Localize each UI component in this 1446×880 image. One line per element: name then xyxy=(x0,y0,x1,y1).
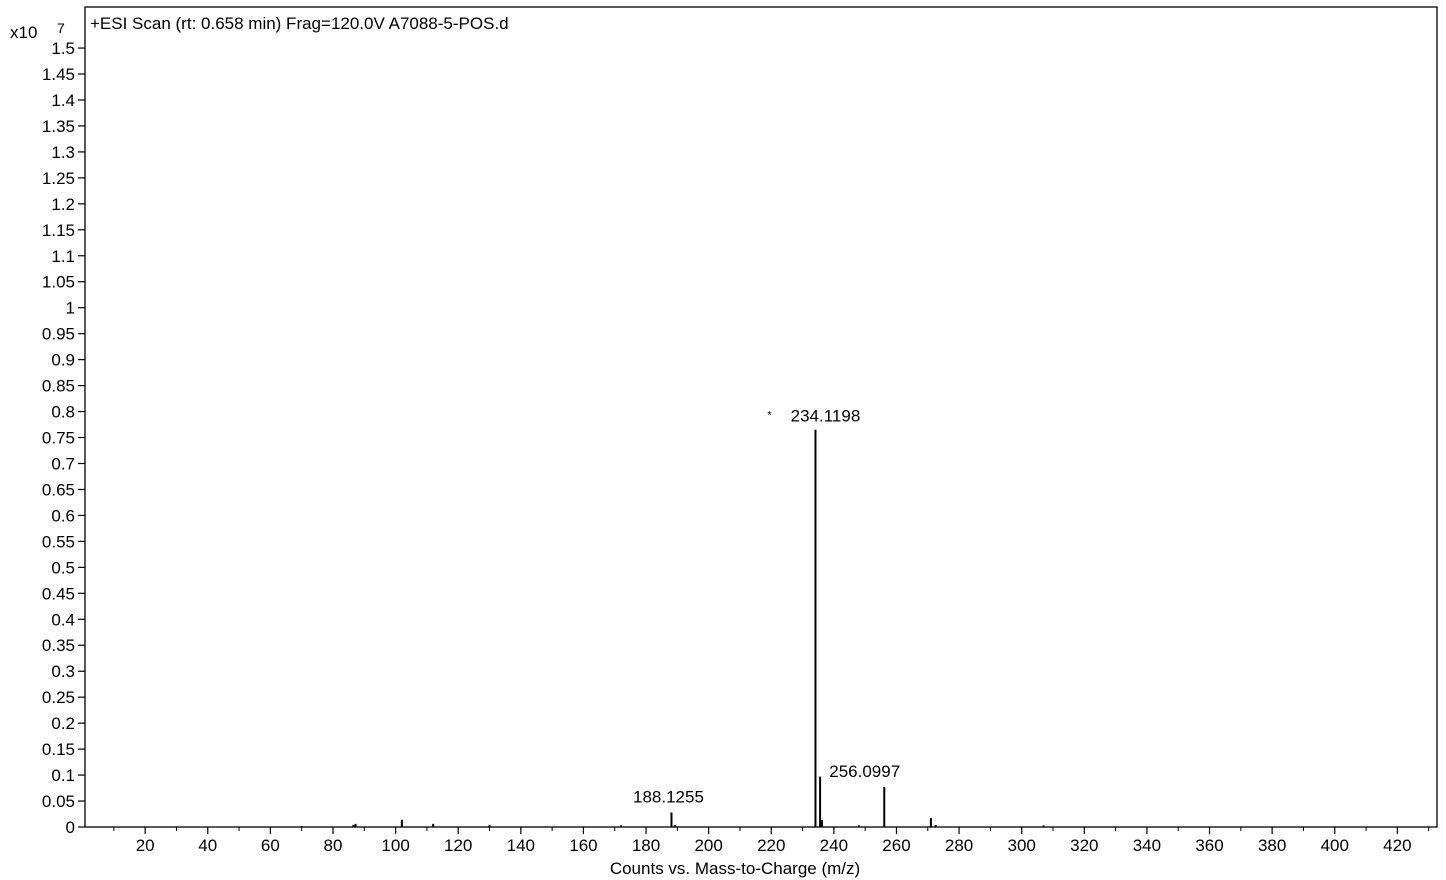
x-tick-label: 240 xyxy=(820,836,848,855)
peak-label: 234.1198 xyxy=(791,407,861,426)
y-tick-label: 1.3 xyxy=(51,143,75,162)
y-tick-label: 0.7 xyxy=(51,454,75,473)
x-tick-label: 320 xyxy=(1070,836,1098,855)
peak-label: 188.1255 xyxy=(633,787,704,806)
y-tick-label: 0.35 xyxy=(42,636,75,655)
x-tick-label: 420 xyxy=(1383,836,1411,855)
y-tick-label: 1.4 xyxy=(51,91,75,110)
x-tick-label: 20 xyxy=(136,836,155,855)
x-axis: 20 40 60 80 100 120 140 160 180 200 220 240 260 280 30… xyxy=(113,827,1430,855)
y-tick-label: 0.2 xyxy=(51,714,75,733)
y-tick-label: 1.2 xyxy=(51,195,75,214)
y-axis: 0 0.05 0.1 0.15 0.2 0.25 0.3 0.35 0.4 0.45 0.5 0.55… xyxy=(42,39,85,837)
y-tick-label: 1.45 xyxy=(42,65,75,84)
y-tick-label: 1.5 xyxy=(51,39,75,58)
x-tick-label: 200 xyxy=(694,836,722,855)
peak-marker: * xyxy=(767,410,772,422)
y-tick-label: 0.15 xyxy=(42,740,75,759)
x-tick-label: 260 xyxy=(882,836,910,855)
y-tick-label: 0.95 xyxy=(42,325,75,344)
x-tick-label: 280 xyxy=(945,836,973,855)
y-tick-label: 0.85 xyxy=(42,377,75,396)
y-tick-label: 0 xyxy=(66,818,75,837)
x-tick-label: 120 xyxy=(444,836,472,855)
y-tick-label: 1.05 xyxy=(42,273,75,292)
peak-series xyxy=(300,429,1045,827)
x-tick-label: 40 xyxy=(198,836,217,855)
y-tick-label: 0.3 xyxy=(51,662,75,681)
x-tick-label: 360 xyxy=(1195,836,1223,855)
y-tick-label: 0.75 xyxy=(42,429,75,448)
y-tick-label: 0.65 xyxy=(42,480,75,499)
y-tick-label: 1 xyxy=(66,299,75,318)
y-tick-label: 0.1 xyxy=(51,766,75,785)
peak-labels: * 234.1198 256.0997 188.1255 xyxy=(633,407,900,807)
y-tick-label: 0.6 xyxy=(51,506,75,525)
x-tick-label: 140 xyxy=(507,836,535,855)
plot-frame xyxy=(84,6,1438,828)
y-tick-label: 0.5 xyxy=(51,558,75,577)
x-tick-label: 60 xyxy=(261,836,280,855)
x-tick-label: 300 xyxy=(1008,836,1036,855)
y-tick-label: 1.25 xyxy=(42,169,75,188)
x-tick-label: 380 xyxy=(1258,836,1286,855)
y-exponent-prefix: x10 xyxy=(10,23,37,42)
y-tick-label: 0.05 xyxy=(42,792,75,811)
x-tick-label: 220 xyxy=(757,836,785,855)
y-tick-label: 1.35 xyxy=(42,117,75,136)
x-tick-label: 160 xyxy=(569,836,597,855)
y-tick-label: 0.8 xyxy=(51,403,75,422)
x-tick-label: 400 xyxy=(1321,836,1349,855)
y-tick-label: 0.9 xyxy=(51,351,75,370)
x-tick-label: 80 xyxy=(324,836,343,855)
y-tick-label: 0.25 xyxy=(42,688,75,707)
y-tick-label: 1.1 xyxy=(51,247,75,266)
chart-title: +ESI Scan (rt: 0.658 min) Frag=120.0V A7… xyxy=(90,14,509,33)
peak-label: 256.0997 xyxy=(829,762,900,781)
y-exponent: 7 xyxy=(57,20,65,36)
y-tick-label: 0.55 xyxy=(42,532,75,551)
x-axis-label: Counts vs. Mass-to-Charge (m/z) xyxy=(610,859,860,878)
y-tick-label: 0.4 xyxy=(51,610,75,629)
x-tick-label: 180 xyxy=(632,836,660,855)
y-tick-label: 0.45 xyxy=(42,584,75,603)
x-tick-label: 340 xyxy=(1133,836,1161,855)
y-tick-label: 1.15 xyxy=(42,221,75,240)
x-tick-label: 100 xyxy=(381,836,409,855)
